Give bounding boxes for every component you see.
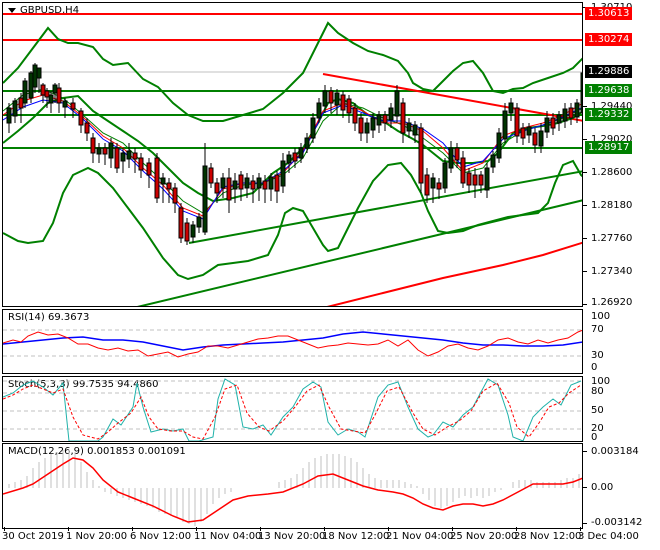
stoch-tick: 100	[591, 376, 611, 387]
stoch-title: Stoch(5,3,3) 99.7535 94.4860	[8, 379, 159, 390]
rsi-title: RSI(14) 69.3673	[8, 312, 90, 323]
stoch-plot	[3, 378, 582, 441]
stoch-d-line	[3, 382, 582, 440]
descending-trendline	[322, 73, 582, 122]
stoch-tick: 50	[591, 405, 604, 416]
rsi-tick: 100	[591, 311, 611, 322]
resistance-badge-1: 1.30613	[585, 7, 633, 20]
rsi-axis: 100 70 30 0	[583, 309, 660, 374]
stoch-k-line	[3, 378, 582, 441]
bollinger-lower	[3, 159, 582, 281]
macd-signal-line	[3, 457, 582, 523]
price-axis[interactable]: 1.30710 1.29440 1.29020 1.28600 1.28180 …	[583, 2, 660, 308]
current-price-badge: 1.29886	[585, 65, 633, 78]
rsi-plot	[3, 329, 582, 358]
long-ma-red	[326, 241, 582, 306]
symbol-timeframe-label: GBPUSD,H4	[20, 5, 80, 16]
resistance-badge-2: 1.30274	[585, 33, 633, 46]
stoch-pane[interactable]: Stoch(5,3,3) 99.7535 94.4860	[2, 376, 583, 442]
rsi-pane[interactable]: RSI(14) 69.3673	[2, 309, 583, 374]
triangle-down-icon[interactable]	[8, 7, 16, 13]
price-tick: 1.26920	[591, 297, 633, 308]
macd-title: MACD(12,26,9) 0.001853 0.001091	[8, 446, 186, 457]
price-tick: 1.28180	[591, 200, 633, 211]
price-tick: 1.28600	[591, 167, 633, 178]
level-badge-3: 1.28917	[585, 141, 633, 154]
macd-tick: 0.003184	[591, 446, 639, 457]
rsi-line	[3, 329, 582, 358]
macd-tick: -0.003142	[591, 517, 643, 528]
time-label: 25 Nov 20:00	[450, 531, 518, 542]
stoch-tick: 0	[591, 432, 598, 443]
time-label: 3 Dec 04:00	[578, 531, 639, 542]
rsi-tick: 30	[591, 350, 604, 361]
time-label: 30 Oct 2019	[2, 531, 64, 542]
time-label: 6 Nov 12:00	[130, 531, 192, 542]
chart-title: GBPUSD,H4	[8, 5, 79, 16]
time-axis[interactable]: 30 Oct 2019 1 Nov 20:00 6 Nov 12:00 11 N…	[2, 527, 639, 550]
stoch-tick: 80	[591, 386, 604, 397]
ma-fast	[3, 88, 582, 214]
price-tick: 1.29020	[591, 134, 633, 145]
price-tick: 1.27340	[591, 266, 633, 277]
ascending-trendline	[188, 170, 582, 244]
price-chart-pane[interactable]: GBPUSD,H4	[2, 2, 583, 307]
stoch-axis: 100 80 50 20 0	[583, 376, 660, 443]
time-label: 1 Nov 20:00	[66, 531, 128, 542]
time-label: 28 Nov 12:00	[514, 531, 582, 542]
price-plot	[3, 13, 582, 306]
rsi-tick: 0	[591, 362, 598, 373]
rsi-signal-line	[3, 331, 582, 351]
bollinger-upper	[3, 21, 582, 122]
time-label: 11 Nov 04:00	[194, 531, 262, 542]
macd-plot	[3, 450, 582, 526]
time-label: 18 Nov 12:00	[322, 531, 390, 542]
time-label: 13 Nov 20:00	[258, 531, 326, 542]
macd-pane[interactable]: MACD(12,26,9) 0.001853 0.001091	[2, 443, 583, 529]
rsi-tick: 70	[591, 324, 604, 335]
macd-tick: 0.00	[591, 482, 614, 493]
price-tick: 1.27760	[591, 233, 633, 244]
ma-slow	[3, 99, 582, 220]
level-badge-1: 1.29638	[585, 84, 633, 97]
level-badge-2: 1.29332	[585, 108, 633, 121]
macd-axis: 0.003184 0.00 -0.003142	[583, 443, 660, 529]
candlesticks	[6, 63, 582, 245]
stoch-tick: 20	[591, 423, 604, 434]
price-tick: 1.29440	[591, 101, 633, 112]
time-label: 21 Nov 04:00	[386, 531, 454, 542]
